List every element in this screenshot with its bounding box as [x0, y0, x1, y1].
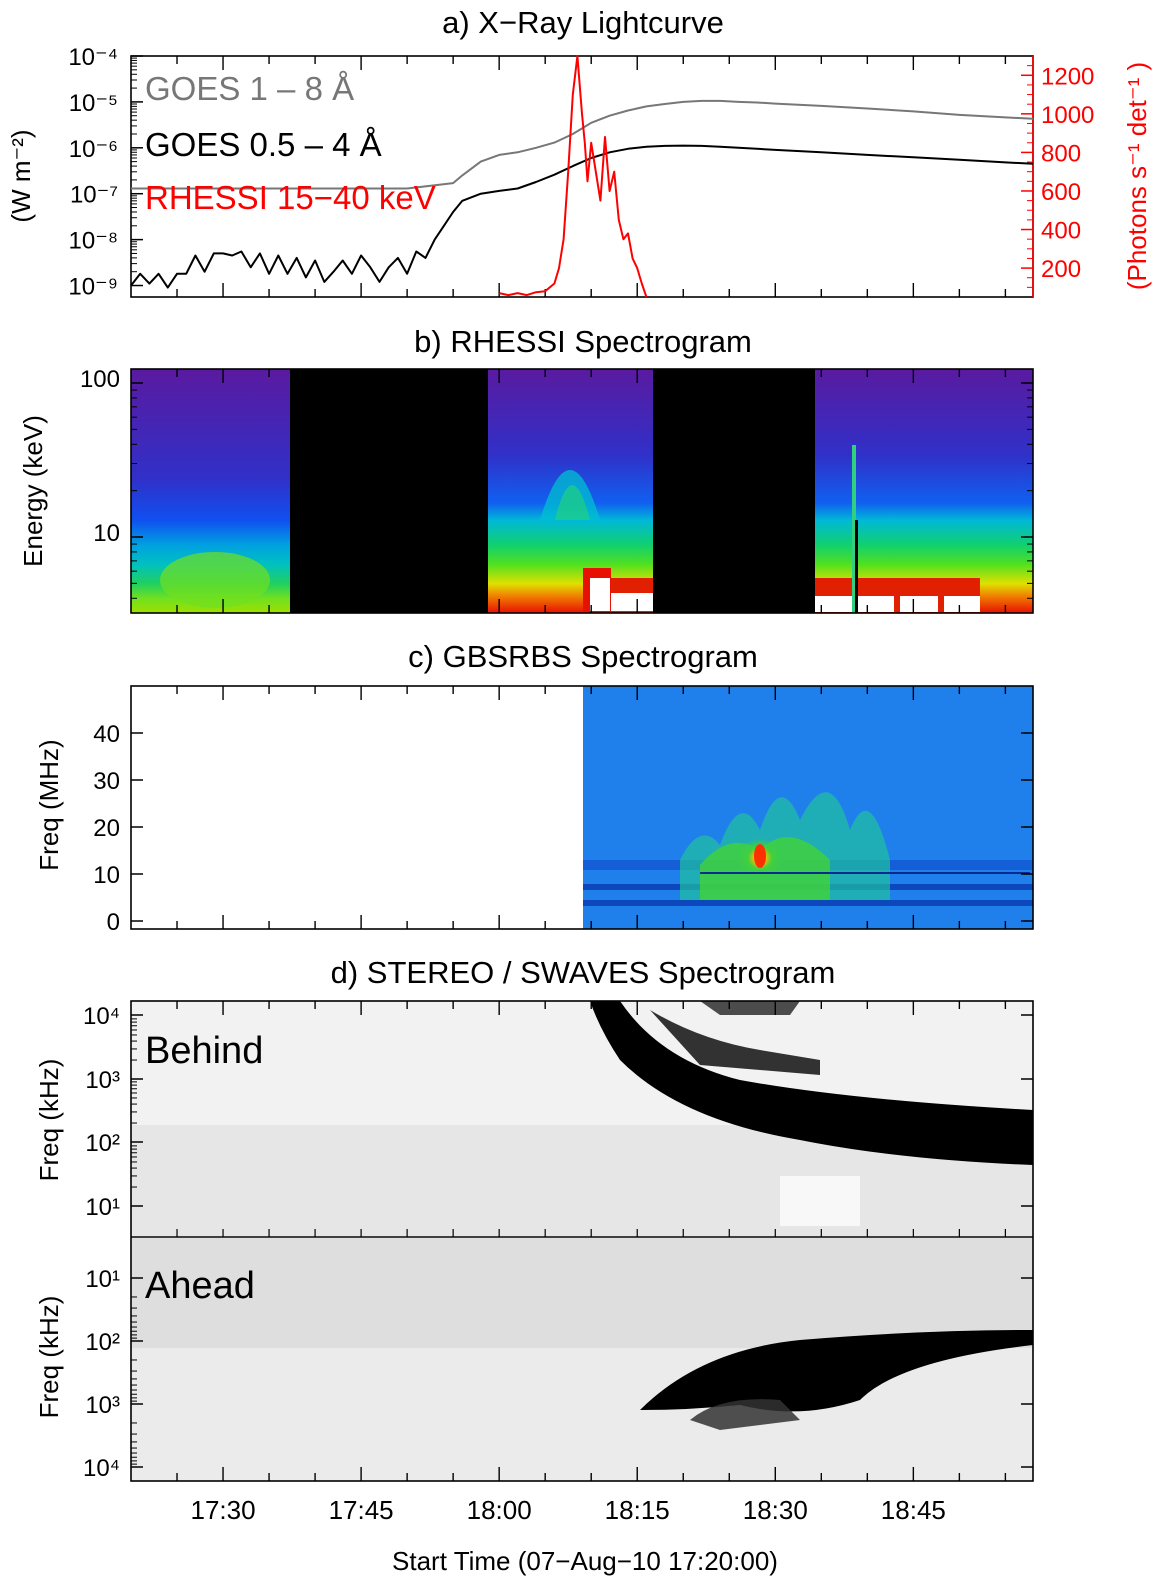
rhessi-line — [498, 55, 648, 298]
legend-goes-long: GOES 1 – 8 Å — [145, 70, 354, 107]
c-y-tick-label: 40 — [93, 721, 120, 748]
right-tick-label: 1200 — [1041, 63, 1094, 90]
panel-a: a) X−Ray Lightcurve (W m⁻²) (Photons s⁻¹… — [6, 5, 1152, 301]
panel-a-ylabel-right: (Photons s⁻¹ det⁻¹ ) — [1122, 62, 1152, 290]
panel-d-behind-label: Behind — [145, 1030, 263, 1072]
left-tick-label: 10⁻⁹ — [68, 274, 118, 301]
panel-c-frame — [130, 685, 1034, 930]
c-y-tick-label: 10 — [93, 862, 120, 889]
d-y-tick-label: 10¹ — [85, 1194, 120, 1221]
panel-a-left-ticks: 10⁻⁹ 10⁻⁸ 10⁻⁷ 10⁻⁶ 10⁻⁵ 10⁻⁴ — [68, 44, 143, 301]
d-y-tick-label: 10¹ — [85, 1266, 120, 1293]
x-tick-label: 18:45 — [881, 1495, 946, 1525]
panel-d: d) STEREO / SWAVES Spectrogram Behind Ah… — [34, 955, 1034, 1482]
panel-c: c) GBSRBS Spectrogram Freq (MHz) 40 30 20 1… — [34, 639, 1034, 936]
panel-a-right-ticks: 200 400 600 800 1000 1200 — [1021, 56, 1094, 297]
panel-b-ylabel: Energy (keV) — [18, 415, 48, 567]
right-tick-label: 1000 — [1041, 102, 1094, 129]
swaves-behind-image — [131, 1001, 1033, 1236]
c-y-tick-label: 30 — [93, 768, 120, 795]
d-y-tick-label: 10³ — [85, 1392, 120, 1419]
panel-b: b) RHESSI Spectrogram Energy (keV) 100 1… — [18, 324, 1034, 614]
x-tick-labels: 17:30 17:45 18:00 18:15 18:30 18:45 — [191, 1495, 946, 1525]
panel-d-ahead-ylabel: Freq (kHz) — [34, 1296, 64, 1419]
left-tick-label: 10⁻⁸ — [69, 228, 119, 255]
panel-c-y-ticks: 40 30 20 10 0 — [93, 721, 1033, 936]
panel-c-x-ticks — [176, 686, 1007, 929]
panel-c-ylabel: Freq (MHz) — [34, 739, 64, 870]
panel-b-ytick-100: 100 — [80, 366, 120, 393]
left-tick-label: 10⁻⁵ — [69, 90, 118, 117]
legend-rhessi: RHESSI 15−40 keV — [145, 179, 436, 216]
legend-goes-short: GOES 0.5 – 4 Å — [145, 126, 382, 163]
left-tick-label: 10⁻⁶ — [69, 136, 118, 163]
right-tick-label: 600 — [1041, 179, 1081, 206]
x-tick-label: 18:30 — [743, 1495, 808, 1525]
panel-b-ytick-10: 10 — [93, 520, 120, 547]
rhessi-spectrogram-image — [131, 369, 1033, 613]
panel-d-frame — [130, 1000, 1034, 1482]
gbsrbs-spectrogram-image — [583, 686, 1033, 929]
panel-a-x-ticks — [176, 56, 1007, 297]
right-tick-label: 400 — [1041, 218, 1081, 245]
panel-b-x-ticks — [131, 369, 1033, 613]
d-y-tick-label: 10² — [85, 1130, 120, 1157]
right-tick-label: 800 — [1041, 140, 1081, 167]
left-tick-label: 10⁻⁴ — [68, 44, 118, 71]
goes-long-line — [131, 99, 1034, 190]
panel-b-title: b) RHESSI Spectrogram — [414, 324, 752, 359]
x-tick-label: 17:30 — [191, 1495, 256, 1525]
c-y-tick-label: 0 — [107, 909, 120, 936]
x-tick-label: 18:15 — [605, 1495, 670, 1525]
panel-a-title: a) X−Ray Lightcurve — [442, 5, 724, 40]
goes-short-line — [130, 144, 1034, 289]
panel-d-x-ticks — [176, 1001, 1007, 1481]
panel-a-series — [130, 55, 1034, 298]
x-axis-label: Start Time (07−Aug−10 17:20:00) — [392, 1546, 778, 1576]
d-y-tick-label: 10² — [85, 1329, 120, 1356]
left-tick-label: 10⁻⁷ — [70, 182, 118, 209]
d-y-tick-label: 10⁴ — [83, 1455, 120, 1482]
panel-a-ylabel: (W m⁻²) — [6, 129, 36, 222]
d-y-tick-label: 10³ — [85, 1067, 120, 1094]
d-y-tick-label: 10⁴ — [83, 1003, 120, 1030]
panel-d-behind-ylabel: Freq (kHz) — [34, 1059, 64, 1182]
c-y-tick-label: 20 — [93, 815, 120, 842]
panel-d-y-ticks: 10⁴ 10³ 10² 10¹ 10¹ 10² 10³ 10⁴ — [83, 1003, 1033, 1482]
panel-d-ahead-label: Ahead — [145, 1265, 255, 1307]
swaves-ahead-image — [131, 1238, 1033, 1481]
panel-c-title: c) GBSRBS Spectrogram — [408, 639, 758, 674]
right-tick-label: 200 — [1041, 256, 1081, 283]
x-tick-label: 18:00 — [467, 1495, 532, 1525]
x-tick-label: 17:45 — [329, 1495, 394, 1525]
panel-d-title: d) STEREO / SWAVES Spectrogram — [331, 955, 836, 990]
